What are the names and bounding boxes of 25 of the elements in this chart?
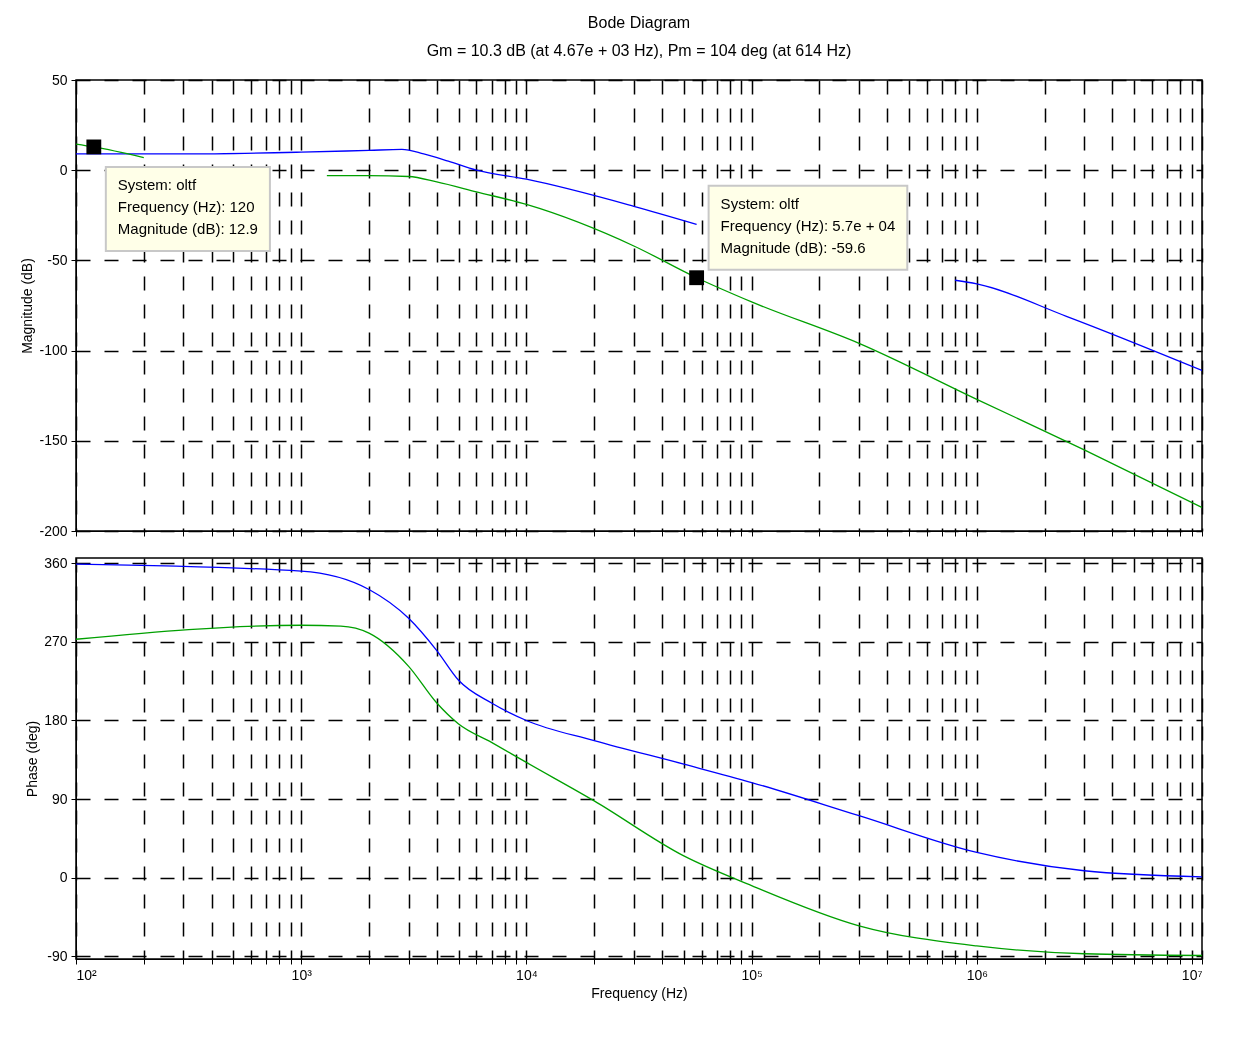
annotation: System: oltf Frequency (Hz): 5.7e + 04 Magnitude (dB): -59.6 (720, 194, 896, 256)
x-tick-label: 10² (76, 966, 98, 983)
y-tick-label: 0 (59, 869, 68, 886)
y-tick-label: -200 (39, 522, 68, 539)
y-tick-label: 90 (51, 790, 68, 807)
y-tick-label: -100 (39, 342, 68, 359)
y-tick-label: -50 (47, 251, 68, 268)
y-tick-label: 360 (44, 554, 68, 571)
annotation: System: oltf Frequency (Hz): 120 Magnitude (dB): 12.9 (117, 175, 258, 237)
x-tick-label: 10⁵ (741, 966, 763, 983)
x-axis-title: Frequency (Hz) (591, 984, 688, 1001)
x-tick-label: 10³ (291, 966, 313, 983)
y-tick-label: 50 (51, 71, 68, 88)
y-tick-label: -150 (39, 432, 68, 449)
chart-subtitle: Gm = 10.3 dB (at 4.67e + 03 Hz), Pm = 104 deg (at 614 Hz) (426, 42, 852, 59)
y-tick-label: 0 (59, 161, 68, 178)
x-tick-label: 10⁴ (516, 966, 538, 983)
x-tick-label: 10⁶ (966, 966, 988, 983)
y-axis-title: Phase (deg) (24, 720, 41, 798)
y-tick-label: 180 (44, 712, 68, 728)
chart-title: Bode Diagram (587, 14, 691, 31)
y-tick-label: -90 (47, 947, 68, 964)
y-tick-label: 270 (44, 633, 68, 650)
y-axis-title: Magnitude (dB) (19, 258, 36, 354)
x-tick-label: 10⁷ (1181, 966, 1203, 983)
